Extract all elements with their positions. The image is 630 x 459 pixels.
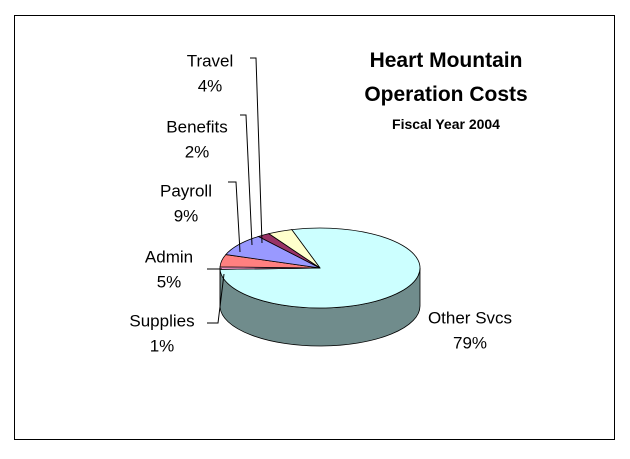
slice-label: Other Svcs: [428, 308, 512, 327]
leader-line: [207, 273, 225, 324]
slice-value-label: 4%: [198, 76, 223, 95]
pie-slice: [267, 229, 321, 269]
leader-line: [240, 114, 253, 246]
slice-label: Supplies: [129, 311, 194, 330]
slice-value-label: 2%: [185, 142, 210, 161]
slice-value-label: 79%: [453, 333, 487, 352]
chart-frame: [14, 15, 615, 440]
slice-label: Travel: [187, 51, 234, 70]
slice-value-label: 5%: [157, 272, 182, 291]
slice-label: Benefits: [166, 117, 227, 136]
slice-value-label: 1%: [150, 336, 175, 355]
slice-label: Admin: [145, 247, 193, 266]
slice-label: Payroll: [160, 181, 212, 200]
chart-subtitle: Fiscal Year 2004: [392, 116, 500, 132]
chart-title: Heart Mountain Operation Costs: [364, 49, 528, 106]
leader-line: [250, 57, 263, 244]
slice-value-label: 9%: [174, 206, 199, 225]
leader-line: [228, 181, 241, 253]
